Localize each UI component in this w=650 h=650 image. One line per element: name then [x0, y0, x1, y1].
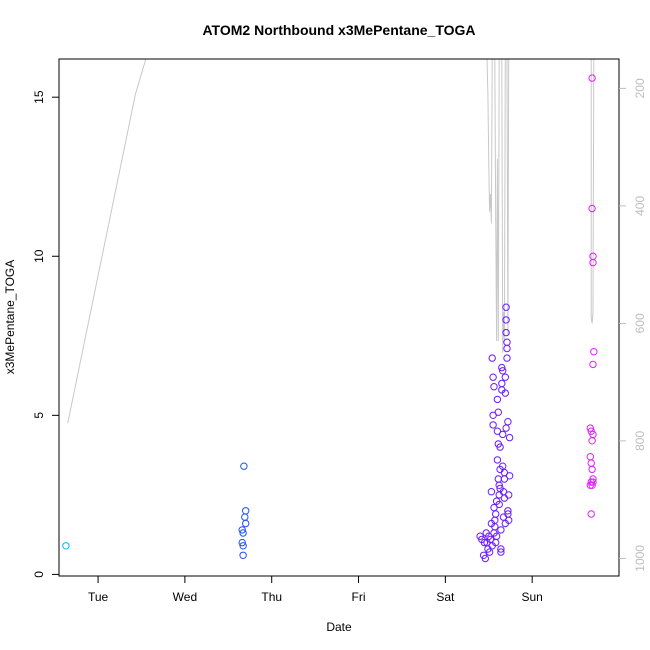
data-point — [493, 395, 502, 404]
data-point — [497, 548, 505, 556]
data-point — [589, 478, 597, 486]
data-point — [503, 344, 511, 353]
data-point — [497, 545, 505, 553]
pressure-trace-line — [494, 59, 500, 342]
data-point — [493, 427, 502, 435]
data-point — [239, 529, 247, 537]
data-point — [242, 519, 250, 528]
data-point — [502, 328, 510, 337]
data-point — [485, 548, 494, 556]
chart-title: ATOM2 Northbound x3MePentane_TOGA — [202, 22, 475, 38]
data-point — [588, 465, 596, 474]
x-tick-label: Sun — [521, 590, 542, 604]
data-point — [498, 363, 506, 372]
pressure-trace-line — [501, 59, 506, 353]
data-point — [502, 303, 510, 311]
x-tick-label: Thu — [261, 590, 282, 604]
y-axis-label: x3MePentane_TOGA — [3, 260, 17, 375]
data-point — [500, 475, 509, 483]
data-point — [505, 472, 514, 480]
data-point — [502, 316, 510, 324]
data-point — [588, 204, 596, 213]
data-point — [489, 421, 497, 429]
data-point — [588, 437, 596, 445]
data-point — [240, 462, 248, 470]
data-point — [504, 507, 512, 515]
data-point — [499, 367, 507, 375]
data-point — [590, 348, 598, 356]
data-point — [589, 258, 597, 267]
y2-tick-label: 800 — [633, 431, 647, 451]
data-point — [238, 538, 246, 547]
x-tick-label: Fri — [352, 590, 366, 604]
data-point — [494, 408, 502, 416]
y-tick-label: 0 — [32, 571, 46, 578]
plot-area: Tue Wed Thu Fri Sat Sun 0 5 10 15 200 400 600 800 1000 — [32, 58, 647, 604]
data-point — [481, 554, 489, 563]
data-point — [495, 481, 503, 489]
data-point — [589, 360, 597, 369]
data-point — [493, 456, 502, 464]
pressure-trace-line — [486, 59, 493, 224]
y2-tick-label: 1000 — [633, 545, 647, 572]
data-point — [588, 481, 596, 489]
x-tick-label: Tue — [88, 590, 109, 604]
data-point — [503, 354, 511, 362]
data-point — [488, 354, 496, 362]
data-point — [586, 424, 594, 432]
y-tick-label: 15 — [32, 90, 46, 104]
data-point — [492, 510, 500, 518]
data-point — [480, 538, 489, 547]
data-point — [496, 443, 504, 451]
x-axis-label: Date — [326, 620, 352, 634]
pressure-trace-line — [67, 59, 147, 424]
y2-tick-label: 600 — [633, 313, 647, 333]
data-point — [505, 433, 514, 442]
x-tick-label: Wed — [173, 590, 197, 604]
data-point — [487, 488, 496, 496]
data-point — [492, 532, 501, 540]
data-point — [505, 516, 513, 524]
data-point — [505, 491, 513, 499]
data-point — [238, 526, 246, 534]
y-tick-label: 10 — [32, 249, 46, 263]
pressure-trace-line — [590, 59, 595, 324]
y2-tick-label: 400 — [633, 196, 647, 216]
data-point — [501, 373, 509, 381]
x-tick-label: Sat — [436, 590, 455, 604]
data-point — [587, 510, 595, 518]
data-point — [588, 74, 596, 82]
y-tick-label: 5 — [32, 412, 46, 419]
data-point — [239, 551, 247, 559]
data-point — [495, 500, 503, 509]
data-point — [239, 542, 247, 550]
data-point — [490, 383, 498, 391]
data-point — [499, 430, 507, 439]
data-point — [489, 373, 497, 381]
data-point — [501, 389, 509, 397]
data-point — [497, 526, 505, 534]
data-point — [62, 542, 70, 550]
data-point — [502, 424, 510, 432]
y2-tick-label: 200 — [633, 78, 647, 98]
